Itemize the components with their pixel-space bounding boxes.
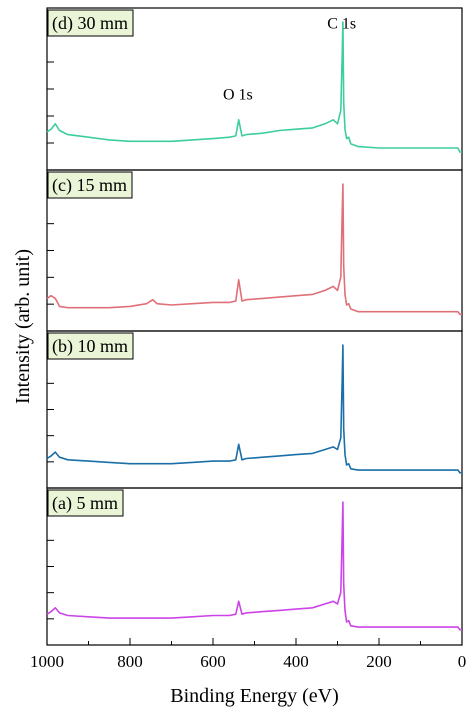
panel-label: (c) 15 mm	[47, 171, 133, 199]
x-tick-label: 600	[200, 652, 226, 671]
x-tick-label: 800	[117, 652, 143, 671]
panel-label-text: (d) 30 mm	[52, 13, 128, 34]
panel-label-box	[47, 489, 124, 517]
x-axis: 1000 800 600 400 200 0	[30, 638, 466, 671]
spectrum-panel: (d) 30 mm C 1s O 1s	[46, 7, 463, 171]
series-line	[46, 183, 462, 316]
y-axis-title: Intensity (arb. unit)	[12, 249, 34, 404]
x-tick-label: 1000	[30, 652, 64, 671]
peak-annotation: C 1s	[327, 16, 356, 33]
spectrum-panel: (b) 10 mm	[46, 330, 463, 489]
peak-annotation: O 1s	[223, 87, 253, 104]
spectrum-panel: (c) 15 mm	[46, 169, 463, 332]
x-axis-title: Binding Energy (eV)	[170, 685, 339, 707]
panel-label-text: (a) 5 mm	[52, 493, 118, 514]
spectrum-panel: (a) 5 mm	[46, 487, 463, 646]
x-tick-label: 400	[283, 652, 309, 671]
panel-label-box	[47, 171, 133, 199]
panel-label-box	[47, 332, 134, 360]
x-tick-label: 200	[366, 652, 392, 671]
panel-label: (b) 10 mm	[47, 332, 134, 360]
series-line	[46, 501, 462, 631]
panel-label: (d) 30 mm	[47, 9, 134, 37]
panel-label-box	[47, 9, 134, 37]
x-tick-label: 0	[458, 652, 467, 671]
panel-stack: (d) 30 mm C 1s O 1s (c) 15 mm (b) 10 mm (a) 5…	[46, 7, 463, 646]
panel-label: (a) 5 mm	[47, 489, 124, 517]
panel-label-text: (b) 10 mm	[52, 336, 128, 357]
series-line	[46, 344, 462, 474]
series-line	[46, 21, 462, 153]
panel-label-text: (c) 15 mm	[52, 175, 127, 196]
